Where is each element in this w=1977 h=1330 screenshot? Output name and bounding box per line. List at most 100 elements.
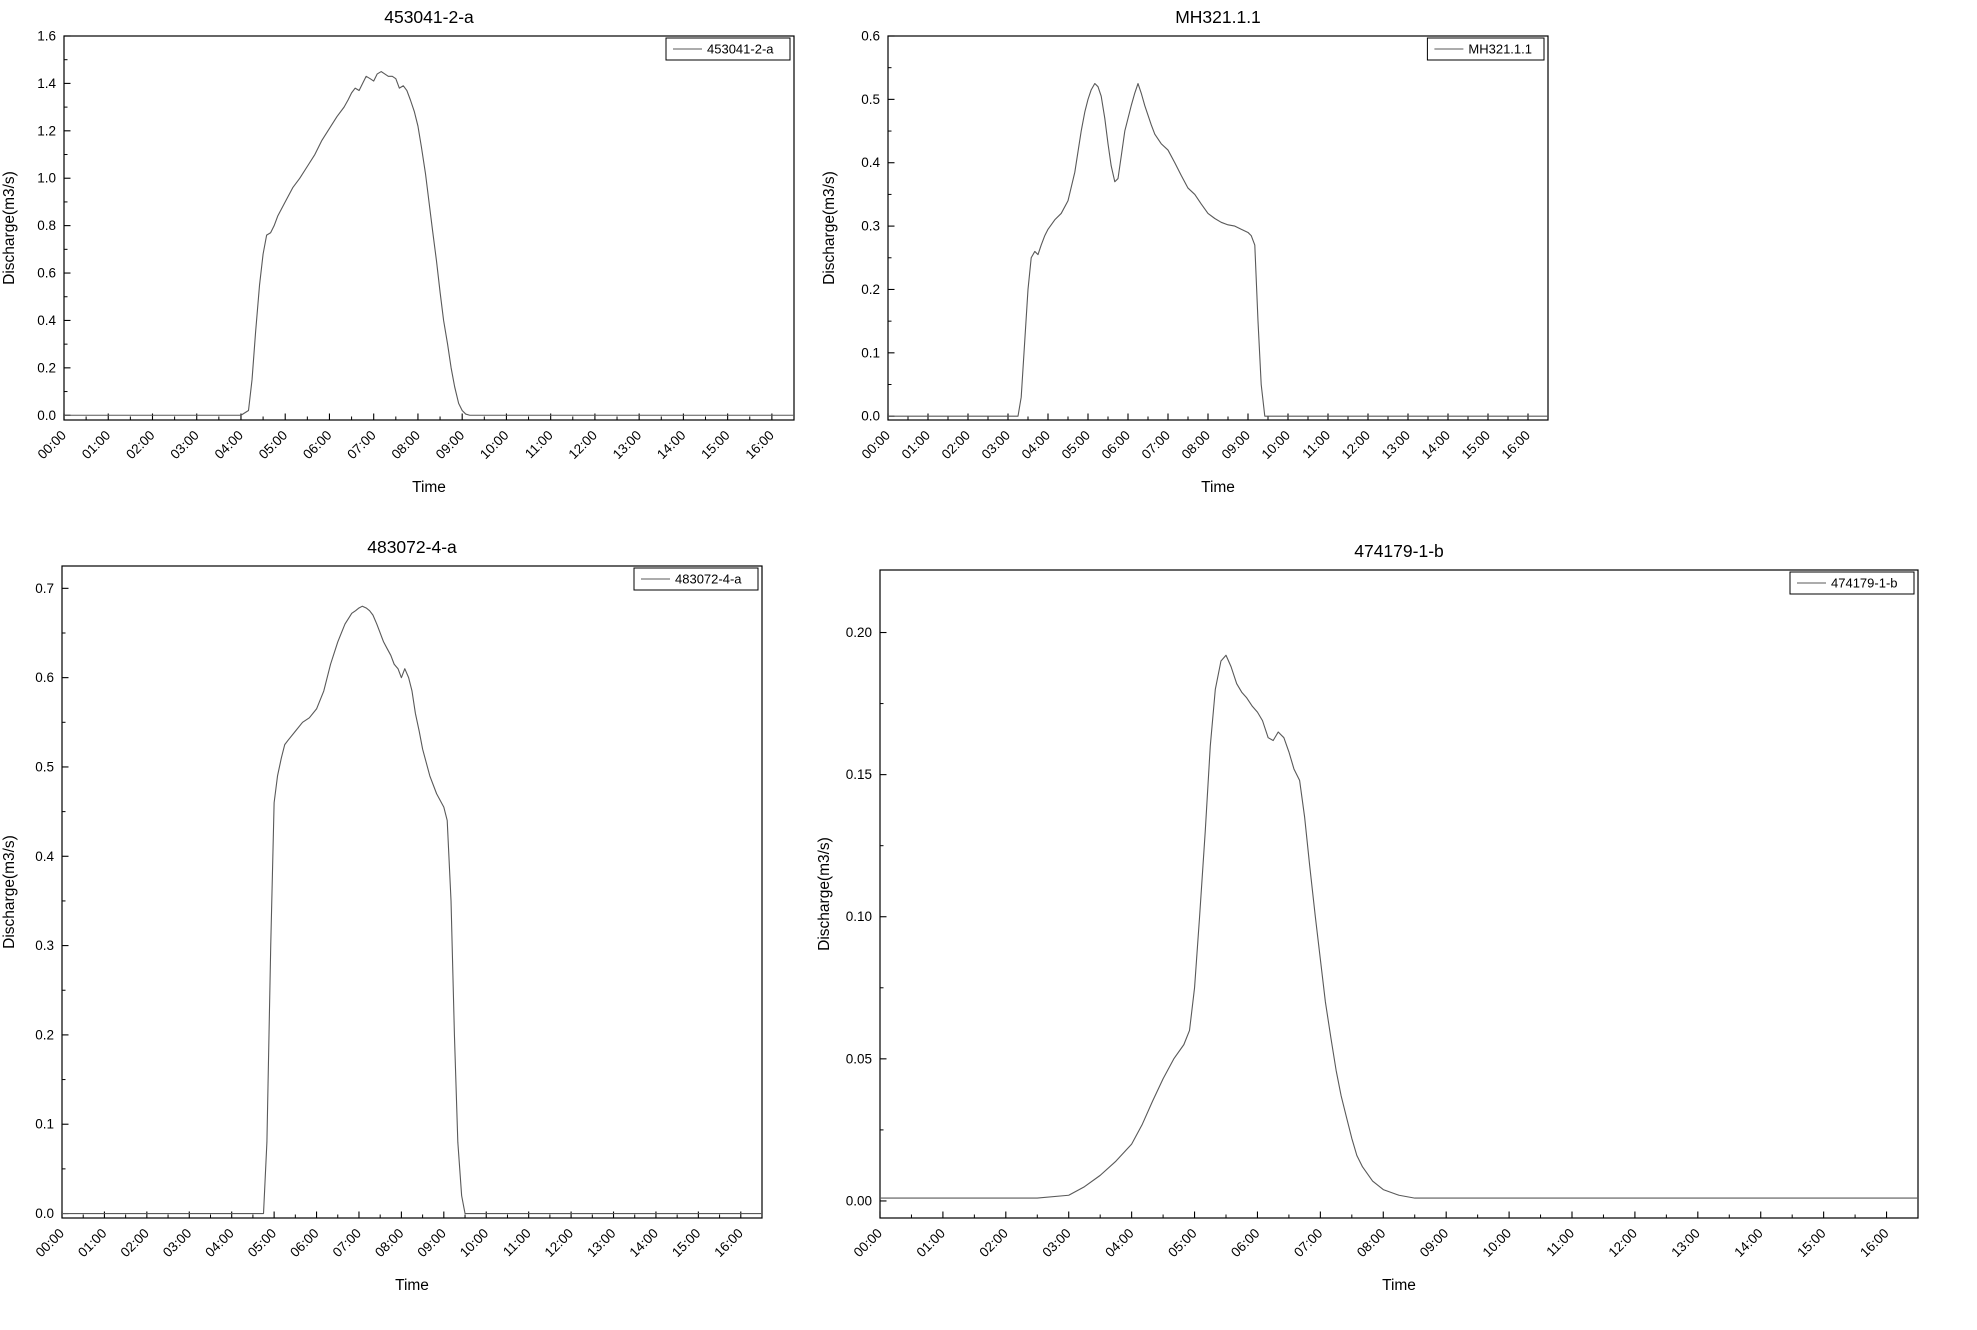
chart-title: 474179-1-b bbox=[1354, 541, 1444, 561]
series-line bbox=[888, 82, 1548, 417]
x-tick-label: 12:00 bbox=[542, 1226, 577, 1261]
x-tick-label: 02:00 bbox=[117, 1226, 152, 1261]
x-tick-label: 16:00 bbox=[742, 428, 777, 463]
x-tick-label: 01:00 bbox=[914, 1226, 949, 1261]
legend-box bbox=[1789, 571, 1915, 595]
x-tick-label: 15:00 bbox=[669, 1226, 704, 1261]
x-tick-label: 09:00 bbox=[1219, 428, 1254, 463]
x-tick-label: 09:00 bbox=[433, 428, 468, 463]
plot-frame bbox=[887, 35, 1549, 421]
y-tick-label: 0.3 bbox=[35, 938, 54, 953]
legend-box bbox=[1426, 37, 1545, 61]
x-tick-label: 01:00 bbox=[79, 428, 114, 463]
x-tick-label: 08:00 bbox=[372, 1226, 407, 1261]
x-tick-label: 12:00 bbox=[1339, 428, 1374, 463]
x-tick-label: 01:00 bbox=[899, 428, 934, 463]
y-tick-label: 0.0 bbox=[35, 1206, 54, 1221]
legend-box bbox=[665, 37, 791, 61]
x-tick-label: 06:00 bbox=[1099, 428, 1134, 463]
y-tick-label: 1.0 bbox=[37, 171, 56, 186]
x-tick-label: 14:00 bbox=[1419, 428, 1454, 463]
x-tick-label: 13:00 bbox=[584, 1226, 619, 1261]
x-tick-label: 05:00 bbox=[256, 428, 291, 463]
x-tick-label: 07:00 bbox=[1139, 428, 1174, 463]
x-tick-label: 07:00 bbox=[330, 1226, 365, 1261]
legend-label: 474179-1-b bbox=[1831, 576, 1898, 591]
x-tick-label: 02:00 bbox=[976, 1226, 1011, 1261]
x-axis-label: Time bbox=[395, 1277, 429, 1294]
x-tick-label: 13:00 bbox=[1668, 1226, 1703, 1261]
x-tick-label: 12:00 bbox=[566, 428, 601, 463]
y-tick-label: 1.6 bbox=[37, 29, 56, 44]
x-tick-label: 13:00 bbox=[1379, 428, 1414, 463]
chart-title: 453041-2-a bbox=[384, 7, 474, 27]
y-axis-label: Discharge(m3/s) bbox=[1, 835, 18, 949]
x-tick-label: 11:00 bbox=[522, 428, 556, 462]
y-tick-label: 0.7 bbox=[35, 581, 54, 596]
y-tick-label: 0.5 bbox=[861, 92, 880, 107]
y-tick-label: 0.6 bbox=[35, 670, 54, 685]
x-tick-label: 16:00 bbox=[1857, 1226, 1892, 1261]
x-tick-label: 15:00 bbox=[1794, 1226, 1829, 1261]
y-tick-label: 0.8 bbox=[37, 218, 56, 233]
chart-title: 483072-4-a bbox=[367, 537, 457, 557]
x-tick-label: 04:00 bbox=[1019, 428, 1054, 463]
x-tick-label: 15:00 bbox=[698, 428, 733, 463]
y-tick-label: 0.4 bbox=[35, 849, 54, 864]
y-tick-label: 0.20 bbox=[846, 625, 872, 640]
y-tick-label: 0.10 bbox=[846, 909, 872, 924]
x-tick-label: 11:00 bbox=[1299, 428, 1333, 462]
y-tick-label: 0.2 bbox=[35, 1027, 54, 1042]
chart-483072-4-a: 483072-4-a0.00.10.20.30.40.50.60.700:00 0… bbox=[1, 537, 763, 1294]
chart-title: MH321.1.1 bbox=[1175, 7, 1261, 27]
y-tick-label: 0.0 bbox=[37, 408, 56, 423]
x-tick-label: 00:00 bbox=[851, 1226, 886, 1261]
y-axis-label: Discharge(m3/s) bbox=[1, 171, 18, 285]
x-tick-label: 09:00 bbox=[414, 1226, 449, 1261]
chart-panel-top-right: MH321.1.1 0.0 0.1 0.2 0.3 0.4 0.5 0.6 00:00 01:00… bbox=[820, 0, 1560, 533]
plot-frame bbox=[61, 565, 763, 1219]
x-tick-label: 15:00 bbox=[1459, 428, 1494, 463]
x-tick-label: 04:00 bbox=[212, 428, 247, 463]
x-tick-label: 01:00 bbox=[75, 1226, 110, 1261]
x-tick-label: 03:00 bbox=[160, 1226, 195, 1261]
x-axis-label: Time bbox=[1201, 479, 1235, 496]
x-tick-label: 07:00 bbox=[344, 428, 379, 463]
x-tick-label: 00:00 bbox=[35, 428, 70, 463]
x-tick-label: 14:00 bbox=[627, 1226, 662, 1261]
y-axis-label: Discharge(m3/s) bbox=[816, 837, 833, 951]
x-tick-label: 09:00 bbox=[1417, 1226, 1452, 1261]
x-tick-label: 16:00 bbox=[1499, 428, 1534, 463]
x-tick-label: 10:00 bbox=[457, 1226, 492, 1261]
x-tick-label: 00:00 bbox=[859, 428, 894, 463]
x-tick-label: 08:00 bbox=[1179, 428, 1214, 463]
legend-box bbox=[633, 567, 759, 591]
y-tick-label: 1.2 bbox=[37, 123, 56, 138]
x-tick-label: 00:00 bbox=[33, 1226, 68, 1261]
y-tick-label: 0.5 bbox=[35, 759, 54, 774]
y-tick-label: 0.00 bbox=[846, 1193, 872, 1208]
x-tick-label: 16:00 bbox=[711, 1226, 746, 1261]
x-tick-label: 11:00 bbox=[1543, 1226, 1577, 1260]
x-tick-label: 14:00 bbox=[1731, 1226, 1766, 1261]
x-tick-label: 12:00 bbox=[1606, 1226, 1641, 1261]
x-tick-label: 03:00 bbox=[979, 428, 1014, 463]
legend-label: 483072-4-a bbox=[675, 572, 742, 587]
x-tick-label: 11:00 bbox=[500, 1226, 534, 1260]
x-tick-label: 07:00 bbox=[1291, 1226, 1326, 1261]
y-tick-label: 0.1 bbox=[861, 345, 880, 360]
y-tick-label: 0.3 bbox=[861, 219, 880, 234]
x-tick-label: 05:00 bbox=[245, 1226, 280, 1261]
chart-453041-2-a: 453041-2-a 0.0 0.2 0.4 0.6 0.8 1.0 1.2 1.4 1.6 00:… bbox=[1, 7, 795, 496]
x-tick-label: 05:00 bbox=[1165, 1226, 1200, 1261]
x-tick-label: 02:00 bbox=[123, 428, 158, 463]
x-axis-label: Time bbox=[412, 479, 446, 496]
chart-panel-top-left: 453041-2-a 0.0 0.2 0.4 0.6 0.8 1.0 1.2 1.4 1.6 00:… bbox=[0, 0, 810, 533]
y-tick-label: 0.4 bbox=[861, 155, 880, 170]
legend-label: MH321.1.1 bbox=[1468, 42, 1532, 57]
x-tick-label: 08:00 bbox=[1354, 1226, 1389, 1261]
x-tick-label: 10:00 bbox=[1259, 428, 1294, 463]
x-tick-label: 13:00 bbox=[610, 428, 645, 463]
chart-MH321.1.1: MH321.1.1 0.0 0.1 0.2 0.3 0.4 0.5 0.6 00:00 01:00… bbox=[821, 7, 1549, 496]
